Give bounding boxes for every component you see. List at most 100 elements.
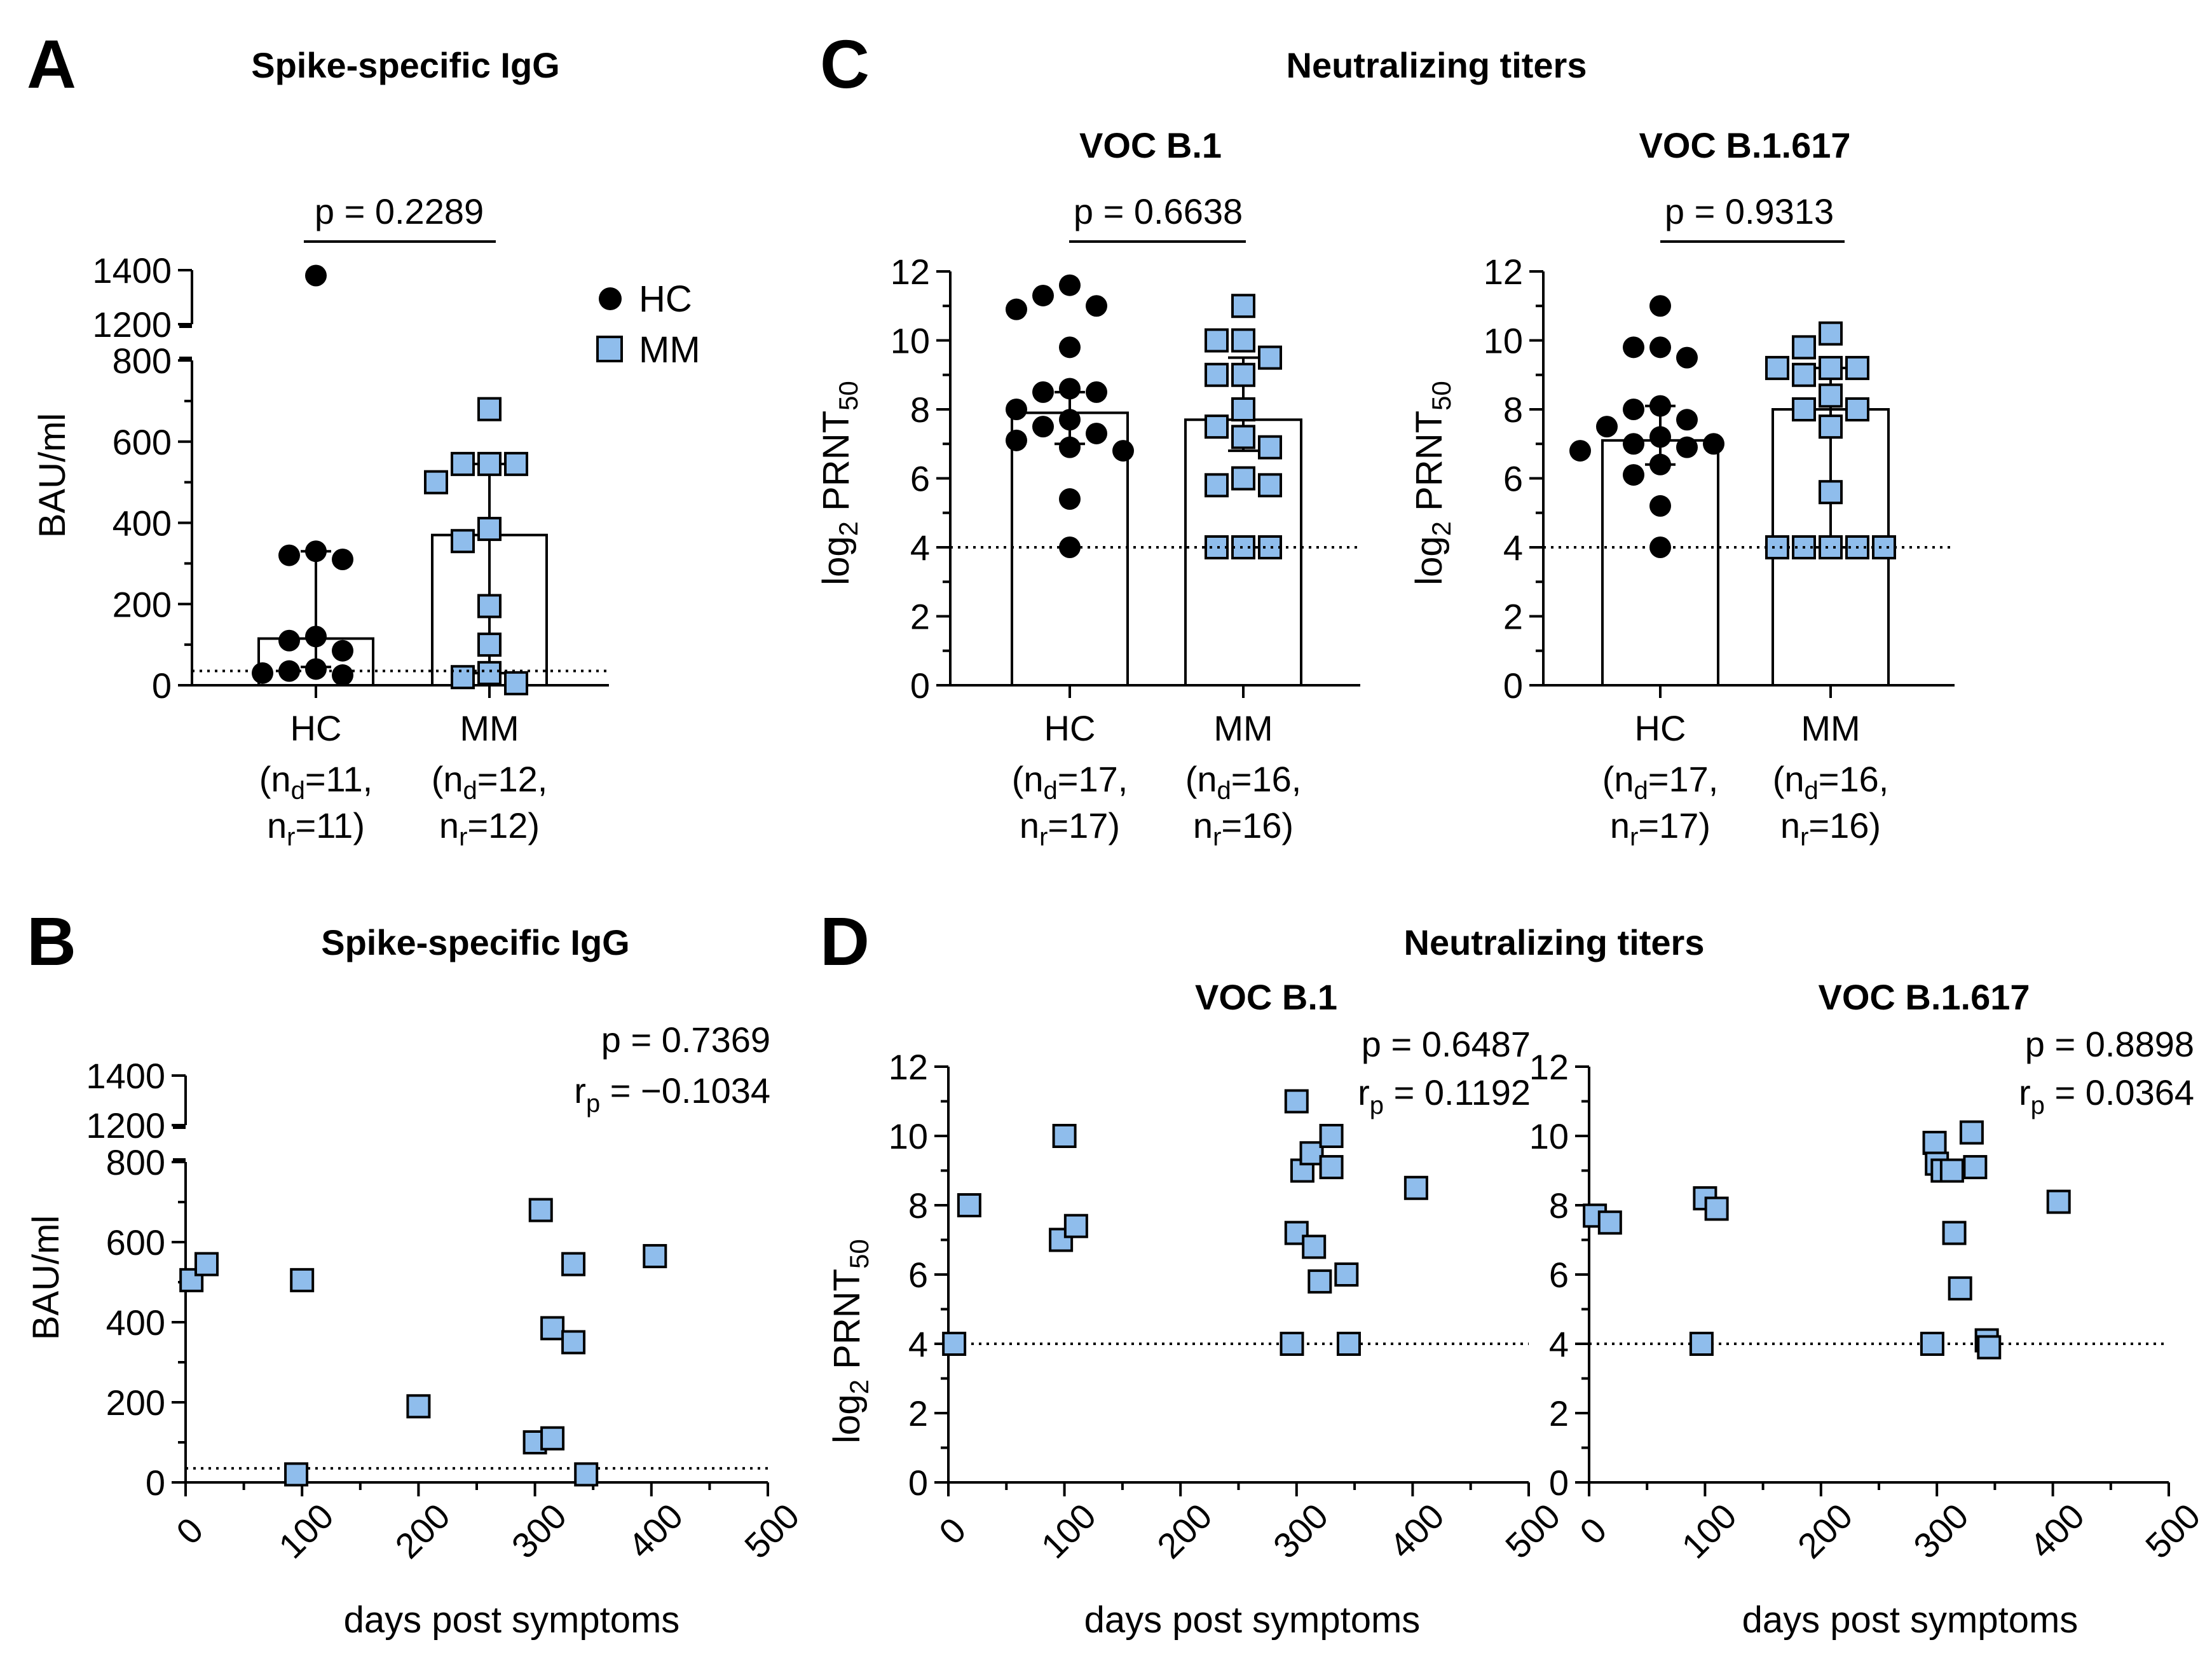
legend-hc-label: HC xyxy=(639,278,692,320)
panel-c-b1617-xlabel-mm-nd: (nd=16, xyxy=(1773,759,1889,805)
panel-d-b1-rvalue: rp = 0.1192 xyxy=(1358,1072,1531,1119)
pc1-point-mm xyxy=(1258,435,1282,460)
pb-point xyxy=(194,1252,219,1276)
pd1-point xyxy=(1280,1332,1304,1356)
panel-c-b1-ylabel: log2 PRNT50 xyxy=(816,381,863,585)
pa-point-hc xyxy=(305,626,327,648)
pc2-point-mm xyxy=(1845,397,1869,421)
panel-a-xlabel-mm: MM xyxy=(460,708,519,748)
pd1-ytick-label-3: 6 xyxy=(908,1255,928,1295)
pd1-point xyxy=(1063,1214,1088,1238)
pc1-point-mm xyxy=(1231,397,1255,421)
panel-b-pvalue: p = 0.7369 xyxy=(601,1020,770,1060)
pc1-ytick-label-3: 6 xyxy=(910,459,930,499)
pb-point xyxy=(574,1462,599,1487)
pc2-point-hc xyxy=(1623,399,1644,420)
pc1-point-hc xyxy=(1032,381,1054,403)
pc1-point-mm xyxy=(1231,328,1255,353)
pc1-point-hc xyxy=(1059,274,1081,296)
pb-xtick-label-2: 200 xyxy=(387,1496,458,1566)
panel-c-b1617-xlabel-hc: HC xyxy=(1635,708,1686,748)
pd1-point xyxy=(1319,1124,1344,1148)
pc2-point-mm xyxy=(1819,414,1843,439)
pc2-point-hc xyxy=(1703,433,1724,455)
pb-ytick-label-1: 200 xyxy=(106,1383,165,1423)
pa-point-hc xyxy=(305,264,327,287)
pc2-point-mm xyxy=(1819,480,1843,505)
pc2-point-hc xyxy=(1676,346,1698,369)
pb-upper-ytick-label-1: 1400 xyxy=(86,1056,165,1096)
pc2-point-mm xyxy=(1792,362,1816,387)
pa-point-hc xyxy=(278,660,300,682)
panel-d-b1-pvalue: p = 0.6487 xyxy=(1362,1024,1531,1064)
pc1-ytick-label-4: 8 xyxy=(910,390,930,430)
pc1-point-hc xyxy=(1059,336,1081,359)
pc2-point-mm xyxy=(1765,535,1789,559)
pc1-point-hc xyxy=(1006,399,1027,420)
pd1-point xyxy=(1403,1175,1428,1200)
pc1-point-mm xyxy=(1231,294,1255,318)
pa-ytick-label-0: 0 xyxy=(152,666,172,706)
pc2-point-mm xyxy=(1765,355,1789,380)
pd2-point xyxy=(1689,1332,1714,1356)
panel-c-b1-xlabel-mm-nd: (nd=16, xyxy=(1185,759,1302,805)
pc2-ytick-label-2: 4 xyxy=(1503,528,1523,568)
pd2-point xyxy=(1977,1335,2002,1360)
pc1-point-mm xyxy=(1231,362,1255,387)
panel-a-xlabel-hc-nd: (nd=11, xyxy=(259,759,372,805)
pd1-xtick-label-0: 0 xyxy=(931,1510,974,1552)
pd1-point xyxy=(1319,1155,1344,1180)
panel-c-b1617-title: VOC B.1.617 xyxy=(1639,125,1850,165)
panel-c-b1-xlabel-hc: HC xyxy=(1044,708,1096,748)
pd2-point xyxy=(1920,1332,1944,1356)
pd1-ytick-label-1: 2 xyxy=(908,1393,928,1433)
panel-c-b1-xlabel-hc-nd: (nd=17, xyxy=(1012,759,1128,805)
pc1-point-mm xyxy=(1231,466,1255,491)
pc1-point-hc xyxy=(1059,409,1081,431)
pa-upper-ytick-label-1: 1400 xyxy=(92,250,172,291)
pb-xtick-label-1: 100 xyxy=(271,1496,341,1566)
panel-d: D Neutralizing titers VOC B.1 VOC B.1.61… xyxy=(820,903,2208,1641)
legend: HC MM xyxy=(596,278,700,371)
pb-xtick-label-4: 400 xyxy=(620,1496,691,1566)
pc1-ytick-label-6: 12 xyxy=(891,252,930,292)
pa-ytick-label-1: 200 xyxy=(113,584,172,624)
pc2-point-hc xyxy=(1649,453,1671,475)
pc2-ytick-label-0: 0 xyxy=(1503,666,1523,706)
pd1-point xyxy=(1307,1269,1332,1294)
pd2-xtick-label-2: 200 xyxy=(1790,1496,1860,1566)
pc2-point-hc xyxy=(1623,464,1644,486)
pa-point-mm xyxy=(504,451,528,476)
pc2-point-hc xyxy=(1623,336,1644,359)
panel-d-b1-title: VOC B.1 xyxy=(1195,977,1337,1017)
panel-d-title: Neutralizing titers xyxy=(1404,922,1705,962)
pd2-xtick-label-1: 100 xyxy=(1674,1496,1744,1566)
pd2-point xyxy=(1959,1120,1984,1145)
pc1-point-mm xyxy=(1205,414,1229,439)
pa-point-mm xyxy=(477,660,502,685)
panel-a-title: Spike-specific IgG xyxy=(251,45,560,85)
pc2-point-hc xyxy=(1676,436,1698,458)
pd2-xtick-label-5: 500 xyxy=(2138,1496,2208,1566)
pc2-point-mm xyxy=(1845,355,1869,380)
panel-letter-d: D xyxy=(820,903,870,980)
pc2-ytick-label-5: 10 xyxy=(1484,321,1523,361)
pc1-point-hc xyxy=(1059,436,1081,458)
pb-ytick-label-0: 0 xyxy=(146,1463,165,1503)
pb-point xyxy=(561,1252,586,1276)
pa-point-hc xyxy=(278,629,300,652)
panel-c-b1617-xlabel-hc-nr: nr=17) xyxy=(1610,805,1710,851)
pc2-point-mm xyxy=(1819,355,1843,380)
pa-point-mm xyxy=(477,451,502,476)
pd2-ytick-label-2: 4 xyxy=(1549,1324,1569,1364)
pa-point-mm xyxy=(451,665,475,690)
pb-point xyxy=(290,1268,315,1292)
pb-point xyxy=(406,1394,431,1419)
pd1-ytick-label-6: 12 xyxy=(889,1047,928,1087)
panel-b-title: Spike-specific IgG xyxy=(321,922,630,962)
pc1-point-hc xyxy=(1059,537,1081,558)
panel-c-title: Neutralizing titers xyxy=(1287,45,1587,85)
pd1-point xyxy=(1284,1089,1309,1114)
